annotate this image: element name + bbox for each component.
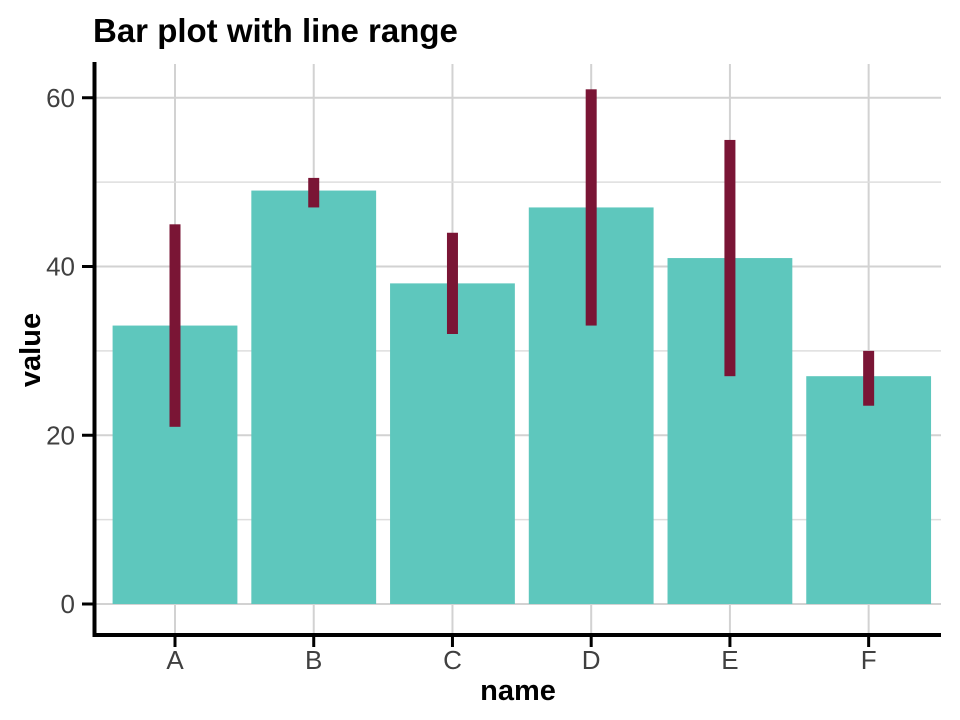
x-tick-label-D: D [582, 645, 601, 675]
line-range-A [169, 224, 181, 427]
x-tick-label-E: E [721, 645, 738, 675]
line-range-C [446, 232, 458, 334]
x-tick-label-F: F [861, 645, 877, 675]
line-range-D [585, 89, 597, 326]
y-tick-label-0: 0 [61, 589, 75, 619]
y-tick-labels: 0 20 40 60 [46, 83, 75, 619]
x-axis-title: name [480, 675, 556, 707]
x-tick-labels: A B C D E F [166, 645, 876, 675]
line-range-F [863, 350, 875, 406]
x-tick-label-B: B [305, 645, 322, 675]
y-tick-label-20: 20 [46, 420, 75, 450]
tick-marks [82, 96, 871, 647]
line-ranges [169, 89, 875, 427]
y-axis-title: value [15, 313, 47, 387]
y-tick-label-40: 40 [46, 252, 75, 282]
y-tick-label-60: 60 [46, 83, 75, 113]
bars [112, 190, 932, 604]
x-tick-label-A: A [166, 645, 184, 675]
bar-B [251, 190, 377, 604]
chart-title: Bar plot with line range [93, 12, 458, 49]
axis-lines [92, 62, 941, 637]
line-range-B [308, 177, 320, 208]
bar-F [806, 376, 932, 604]
bar-C [390, 283, 515, 604]
line-range-E [724, 139, 736, 377]
x-tick-label-C: C [443, 645, 462, 675]
